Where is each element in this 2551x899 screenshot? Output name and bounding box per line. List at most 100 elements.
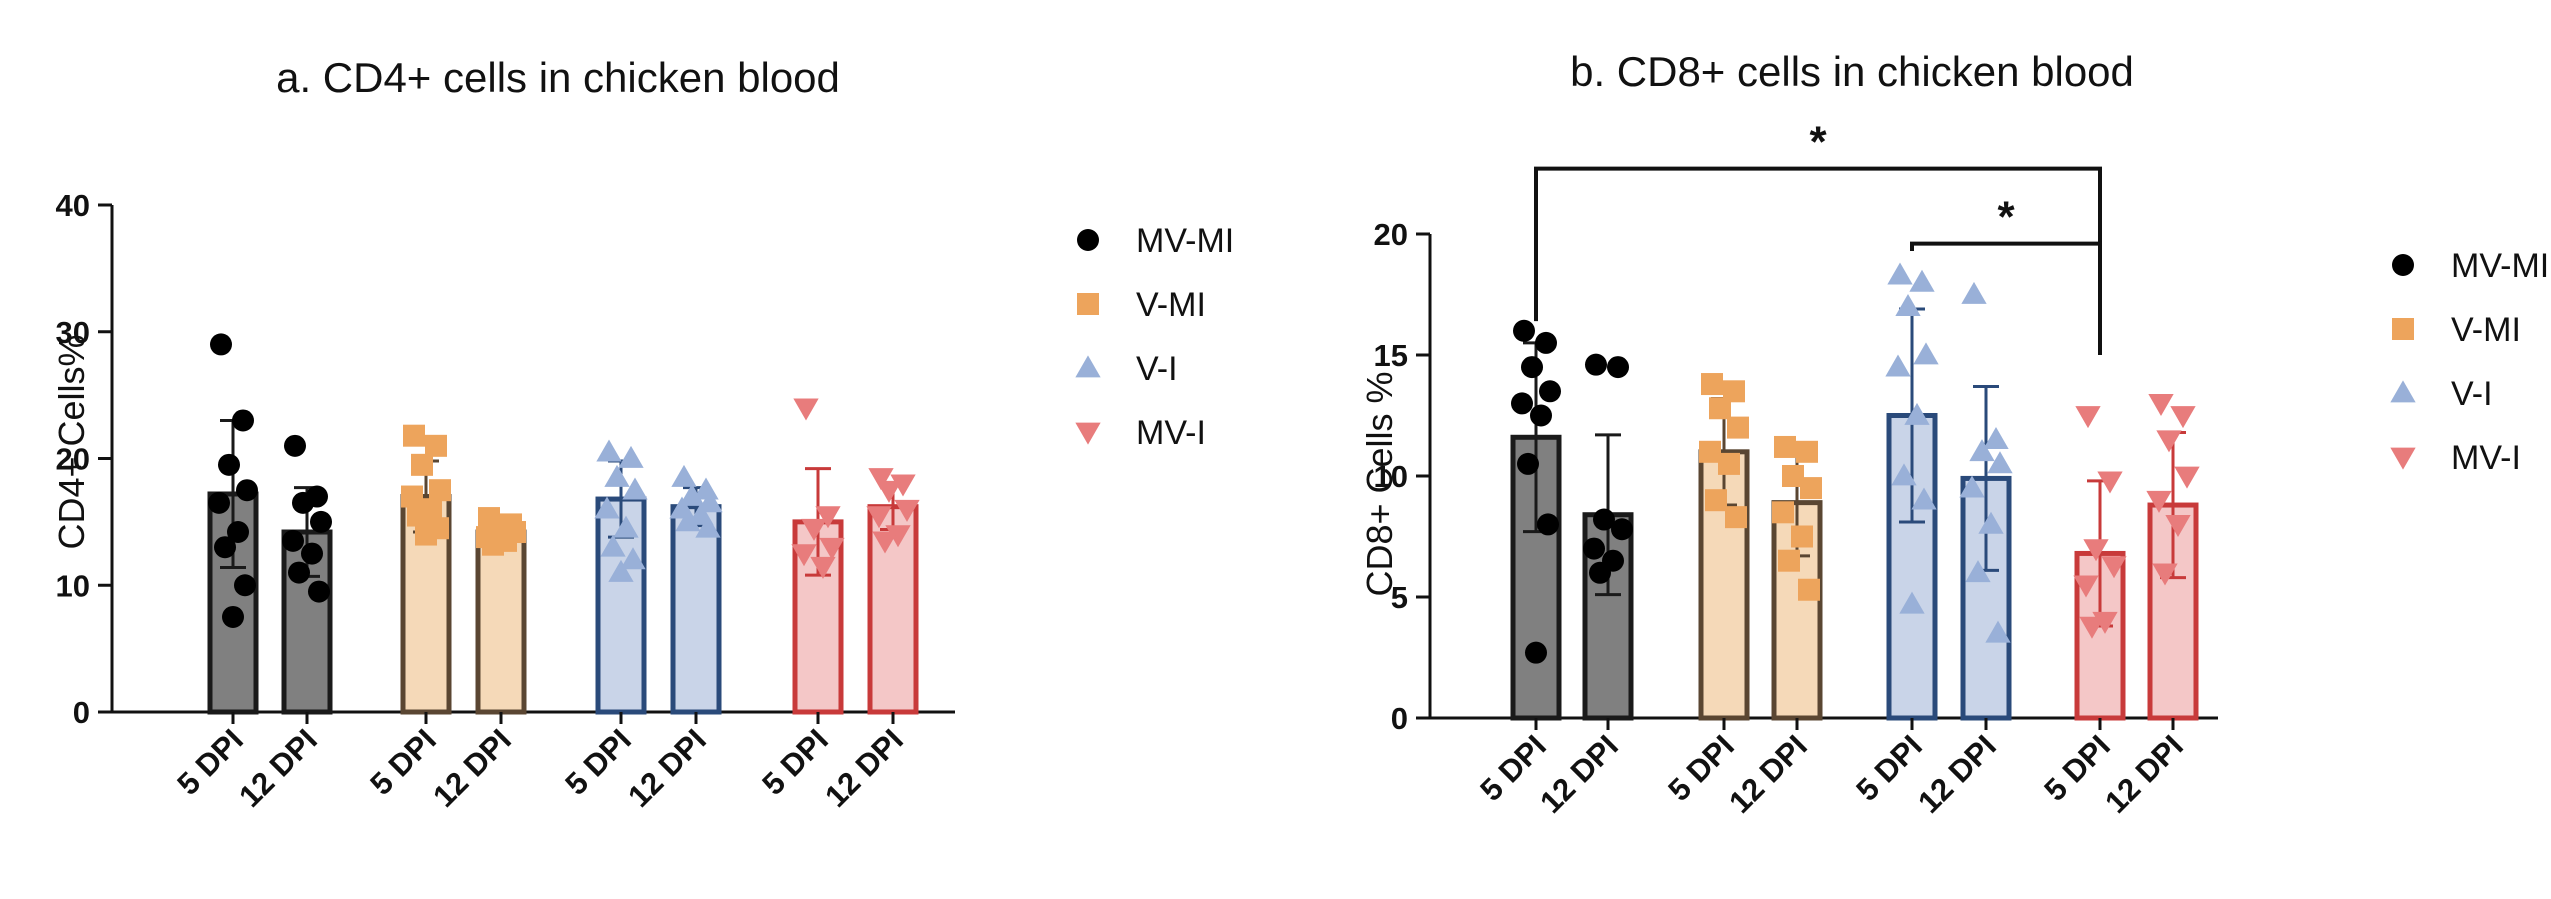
cd8-data-point — [1701, 373, 1723, 396]
cd4-data-point — [429, 479, 451, 502]
cd4-data-point — [801, 518, 827, 541]
cd4-y-tick-label: 0 — [73, 695, 90, 730]
cd4-data-point — [308, 580, 330, 603]
cd4-data-point — [697, 490, 723, 513]
cd8-data-point — [1983, 427, 2009, 450]
cd4-legend-label: V-I — [1136, 350, 1178, 388]
cd8-significance-bracket — [1910, 241, 2102, 355]
cd8-data-point — [1727, 416, 1749, 439]
cd4-data-point — [622, 477, 648, 500]
cd8-legend-label: MV-I — [2451, 439, 2521, 477]
cd4-data-point — [894, 499, 920, 522]
cd8-data-point — [1985, 620, 2011, 643]
cd8-data-point — [1709, 397, 1731, 420]
cd8-data-point — [1987, 451, 2013, 474]
cd8-legend-label: MV-MI — [2451, 247, 2549, 285]
cd8-data-point — [1593, 508, 1615, 531]
cd4-data-point — [679, 483, 705, 506]
cd8-legend-marker — [2390, 447, 2416, 470]
cd8-data-point — [1611, 518, 1633, 541]
cd4-data-point — [208, 491, 230, 514]
cd4-y-tick-label: 20 — [56, 442, 90, 477]
cd8-data-point — [1800, 477, 1822, 500]
cd8-data-point — [1913, 342, 1939, 365]
cd4-y-axis-label: CD4+ Cells% — [51, 334, 92, 549]
cd4-data-point — [868, 468, 894, 491]
cd8-data-point — [1895, 293, 1921, 316]
cd8-data-point — [1791, 525, 1813, 548]
cd8-legend-marker — [2392, 318, 2414, 340]
cd4-data-point — [596, 439, 622, 462]
cd8-data-point — [1959, 475, 1985, 498]
cd4-data-point — [695, 515, 721, 538]
cd8-data-point — [2083, 539, 2109, 562]
cd4-y-tick-label: 10 — [56, 568, 90, 603]
cd4-data-point — [411, 453, 433, 476]
cd4-data-point — [604, 464, 630, 487]
cd8-data-point — [1961, 281, 1987, 304]
cd8-data-point — [1798, 578, 1820, 601]
cd8-data-point — [1887, 262, 1913, 285]
cd8-significance-star: * — [1997, 193, 2015, 242]
cd4-data-point — [407, 504, 429, 527]
cd8-data-point — [2170, 406, 2196, 429]
cd4-data-point — [218, 453, 240, 476]
cd8-y-tick-label: 5 — [1391, 580, 1408, 615]
cd4-data-point — [613, 515, 639, 538]
cd4-data-point — [791, 544, 817, 567]
cd4-chart-title: a. CD4+ cells in chicken blood — [276, 54, 840, 101]
cd8-data-point — [1965, 560, 1991, 583]
cd8-legend-marker — [2390, 380, 2416, 403]
cd4-data-point — [227, 521, 249, 544]
cd4-data-point — [232, 409, 254, 432]
cd8-data-point — [2156, 430, 2182, 453]
cd8-data-point — [2174, 466, 2200, 489]
cd4-data-point — [425, 434, 447, 457]
cd8-data-point — [1511, 392, 1533, 415]
cd4-data-point — [671, 464, 697, 487]
cd8-legend-label: V-I — [2451, 375, 2493, 413]
cd4-data-point — [415, 523, 437, 546]
cd4-data-point — [876, 480, 902, 503]
cd4-data-point — [620, 547, 646, 570]
cd4-legend-label: V-MI — [1136, 286, 1206, 324]
cd8-data-point — [1530, 404, 1552, 427]
cd8-data-point — [2148, 394, 2174, 417]
cd4-data-point — [284, 434, 306, 457]
cd8-data-point — [1774, 435, 1796, 458]
cd8-data-point — [2079, 616, 2105, 639]
cd8-data-point — [1525, 641, 1547, 664]
cd4-data-point — [885, 525, 911, 548]
cd8-chart-title: b. CD8+ cells in chicken blood — [1570, 48, 2134, 95]
cd4-legend-label: MV-I — [1136, 414, 1206, 452]
cd8-data-point — [1978, 511, 2004, 534]
cd8-data-point — [1535, 331, 1557, 354]
cd4-data-point — [819, 537, 845, 560]
cd8-data-point — [1718, 452, 1740, 475]
cd8-data-point — [2073, 575, 2099, 598]
cd8-data-point — [1725, 506, 1747, 529]
cd8-data-point — [1904, 402, 1930, 425]
cd8-y-tick-label: 15 — [1374, 338, 1408, 373]
cd8-data-point — [1513, 319, 1535, 342]
cd8-y-tick-label: 10 — [1374, 459, 1408, 494]
cd8-data-point — [2152, 563, 2178, 586]
cd4-legend-marker — [1077, 229, 1099, 251]
cd8-data-point — [1778, 549, 1800, 572]
cd8-significance-star: * — [1809, 118, 1827, 167]
cd4-data-point — [401, 485, 423, 508]
cd4-data-point — [234, 574, 256, 597]
cd8-data-point — [1521, 356, 1543, 379]
cd4-data-point — [292, 491, 314, 514]
cd8-data-point — [1585, 353, 1607, 376]
cd4-data-point — [793, 398, 819, 421]
cd8-data-point — [1699, 440, 1721, 463]
cd8-data-point — [2165, 515, 2191, 538]
cd4-data-point — [482, 533, 504, 556]
cd8-legend-marker — [2392, 254, 2414, 276]
cd4-data-point — [214, 536, 236, 559]
cd8-data-point — [1782, 465, 1804, 487]
cd8-data-point — [1772, 501, 1794, 524]
